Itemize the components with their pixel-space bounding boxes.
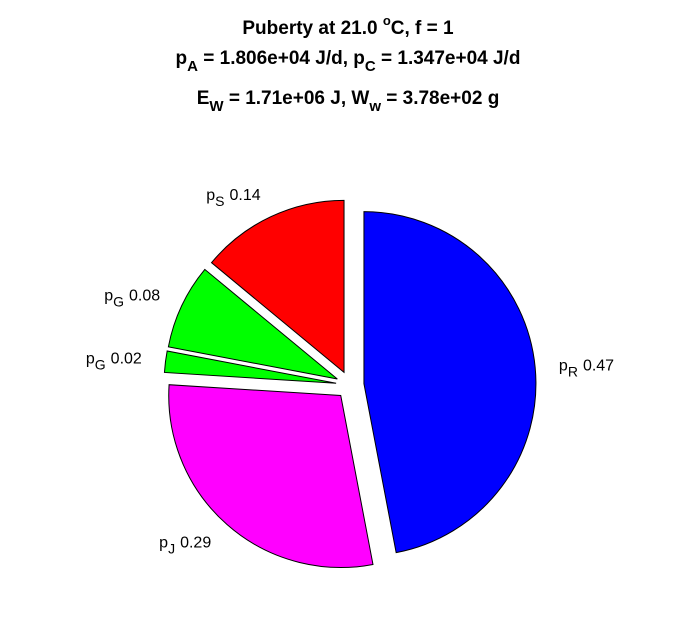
label-text: p xyxy=(86,351,95,368)
slice-label: pG 0.08 xyxy=(104,288,160,310)
title-text: = 3.78e+02 g xyxy=(381,88,499,109)
title-text: E xyxy=(197,88,210,109)
label-sub: R xyxy=(568,363,578,379)
slice-label: pR 0.47 xyxy=(559,357,614,379)
label-text: p xyxy=(206,187,215,204)
title-sub: A xyxy=(187,58,198,75)
title-sub: w xyxy=(368,98,381,115)
label-text: p xyxy=(159,534,168,551)
slice-label: pG 0.02 xyxy=(86,351,142,373)
label-text: p xyxy=(559,357,568,374)
label-value: 0.02 xyxy=(111,351,142,368)
label-sub: G xyxy=(95,357,106,373)
title-text: p xyxy=(176,48,188,69)
label-value: 0.08 xyxy=(129,288,160,305)
title-text: = 1.806e+04 J/d, p xyxy=(198,48,365,69)
label-value: 0.14 xyxy=(230,187,261,204)
label-value: 0.47 xyxy=(583,357,614,374)
label-sub: S xyxy=(215,193,224,209)
label-value: 0.29 xyxy=(180,534,211,551)
pie-slice xyxy=(210,199,345,374)
title-sub: W xyxy=(209,98,224,115)
chart-title-line: Puberty at 21.0 oC, f = 1 xyxy=(242,13,454,39)
label-sub: J xyxy=(168,540,175,556)
label-text: p xyxy=(104,288,113,305)
title-text: = 1.347e+04 J/d xyxy=(376,48,521,69)
slice-label: pS 0.14 xyxy=(206,187,260,209)
title-sub: C xyxy=(365,58,376,75)
slice-label: pJ 0.29 xyxy=(159,534,211,556)
pie-slice xyxy=(363,211,537,554)
pie-slice xyxy=(168,384,374,569)
title-sup: o xyxy=(383,13,391,28)
title-text: Puberty at 21.0 xyxy=(242,18,382,39)
title-text: C, f = 1 xyxy=(391,18,454,39)
chart-title-line: EW = 1.71e+06 J, Ww = 3.78e+02 g xyxy=(197,88,500,115)
pie-slice xyxy=(163,350,337,384)
pie-slice xyxy=(167,268,338,380)
label-sub: G xyxy=(113,294,124,310)
chart-title-line: pA = 1.806e+04 J/d, pC = 1.347e+04 J/d xyxy=(176,48,521,75)
title-text: = 1.71e+06 J, W xyxy=(224,88,370,109)
